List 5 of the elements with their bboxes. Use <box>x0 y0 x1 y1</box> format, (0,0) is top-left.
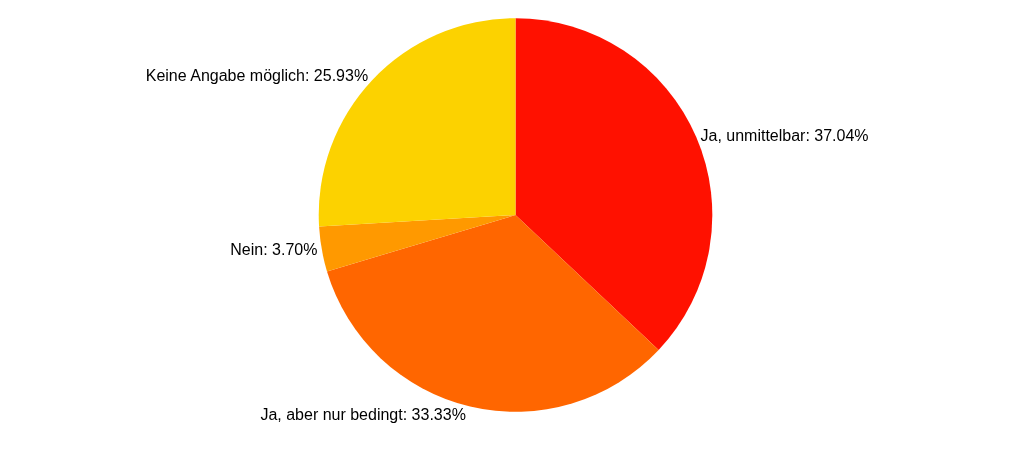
slice-label: Ja, unmittelbar: 37.04% <box>700 127 869 145</box>
slice-label: Ja, aber nur bedingt: 33.33% <box>260 406 466 424</box>
slice-label: Keine Angabe möglich: 25.93% <box>145 67 369 85</box>
pie-slice <box>319 215 516 272</box>
slice-label: Nein: 3.70% <box>230 240 318 258</box>
